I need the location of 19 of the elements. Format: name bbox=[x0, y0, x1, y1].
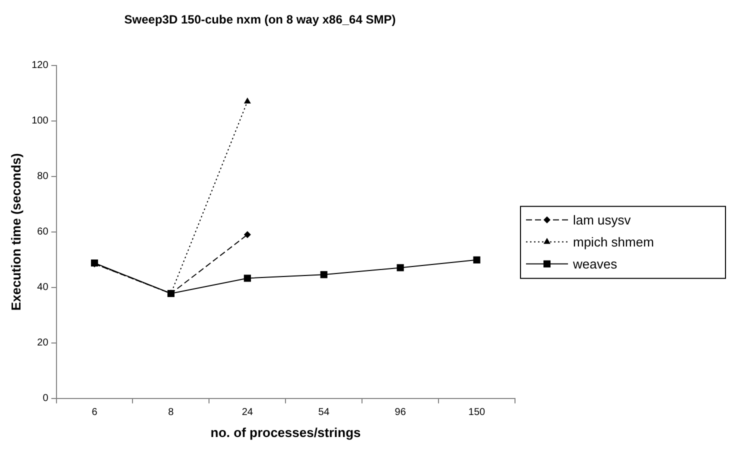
legend-label: weaves bbox=[572, 256, 618, 272]
legend-label: mpich shmem bbox=[573, 234, 654, 250]
y-axis-title: Execution time (seconds) bbox=[8, 153, 24, 311]
x-tick-label: 24 bbox=[242, 407, 254, 418]
y-tick-label: 60 bbox=[37, 226, 49, 238]
x-tick-label: 6 bbox=[92, 407, 98, 418]
x-tick-label: 54 bbox=[318, 407, 330, 418]
y-tick-label: 20 bbox=[37, 338, 49, 349]
legend-label: lam usysv bbox=[573, 212, 632, 228]
y-tick-label: 0 bbox=[42, 393, 49, 404]
x-tick-label: 96 bbox=[394, 407, 406, 418]
x-axis-title: no. of processes/strings bbox=[210, 424, 361, 440]
x-tick-label: 8 bbox=[168, 407, 174, 418]
y-tick-label: 120 bbox=[32, 60, 49, 72]
y-tick-label: 40 bbox=[37, 282, 49, 294]
y-tick-label: 80 bbox=[37, 171, 49, 182]
y-tick-label: 100 bbox=[32, 116, 49, 127]
x-tick-label: 150 bbox=[468, 407, 486, 418]
chart-title: Sweep3D 150-cube nxm (on 8 way x86_64 SMP) bbox=[124, 12, 396, 27]
